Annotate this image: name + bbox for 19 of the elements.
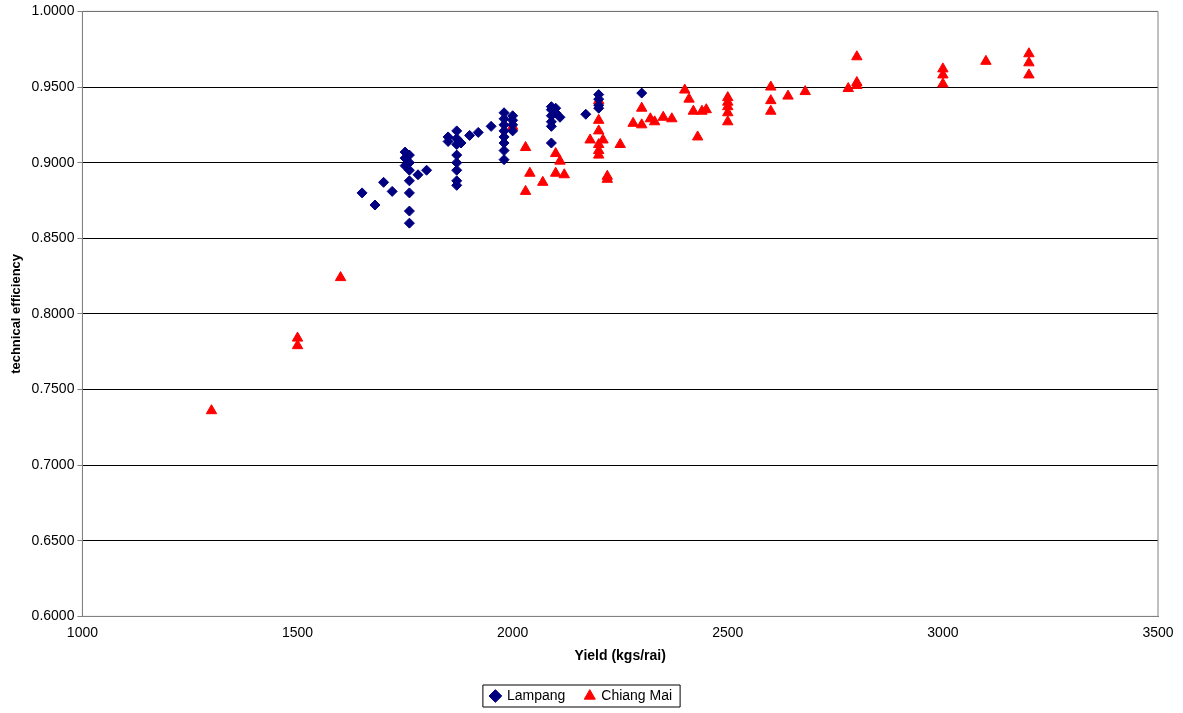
x-tick-label: 3000 bbox=[927, 623, 959, 640]
legend-label: Chiang Mai bbox=[601, 686, 673, 703]
legend-label: Lampang bbox=[506, 686, 566, 703]
y-tick-label: 0.7500 bbox=[31, 380, 75, 397]
y-tick-label: 0.6000 bbox=[31, 607, 75, 624]
y-tick-label: 0.7000 bbox=[31, 456, 75, 473]
x-tick-label: 1000 bbox=[66, 623, 99, 640]
y-tick-label: 0.6500 bbox=[31, 531, 75, 548]
y-tick-label: 0.8500 bbox=[31, 229, 75, 246]
y-tick-label: 0.9000 bbox=[31, 153, 75, 170]
x-tick-label: 3500 bbox=[1142, 623, 1174, 640]
y-axis-title: technical efficiency bbox=[8, 253, 24, 374]
x-tick-label: 1500 bbox=[281, 623, 314, 640]
y-tick-label: 0.8000 bbox=[31, 304, 75, 321]
y-tick-label: 1.0000 bbox=[31, 2, 75, 19]
y-tick-label: 0.9500 bbox=[31, 77, 75, 94]
x-tick-label: 2000 bbox=[497, 623, 529, 640]
x-tick-label: 2500 bbox=[712, 623, 744, 640]
x-axis-title: Yield (kgs/rai) bbox=[574, 647, 666, 664]
